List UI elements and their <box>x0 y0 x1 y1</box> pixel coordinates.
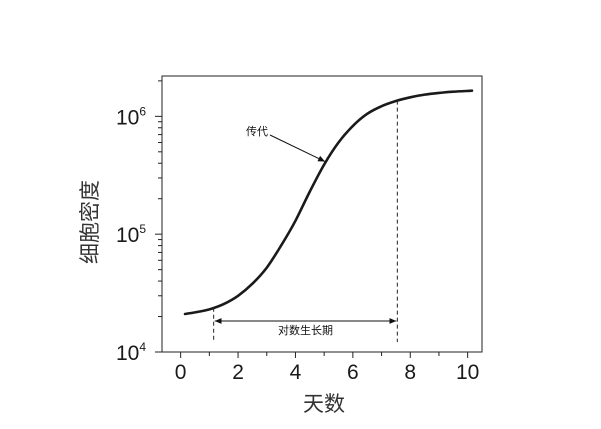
y-axis-tick-labels: 104 105 106 <box>116 104 146 365</box>
x-tick-label: 2 <box>232 361 244 384</box>
plot-frame <box>161 75 483 353</box>
x-tick-label: 0 <box>175 361 187 384</box>
y-tick-label: 106 <box>116 104 146 129</box>
passage-arrow <box>269 134 326 162</box>
growth-curve-line <box>183 89 474 316</box>
y-tick-label: 105 <box>116 222 146 247</box>
y-axis-ticks <box>155 80 162 353</box>
x-axis-title: 天数 <box>303 392 345 416</box>
x-tick-label: 4 <box>290 361 302 384</box>
y-axis-title: 细胞密度 <box>78 180 102 264</box>
log-phase-label: 对数生长期 <box>278 323 333 337</box>
x-tick-label: 8 <box>404 361 416 384</box>
passage-label: 传代 <box>246 125 268 138</box>
x-tick-label: 10 <box>456 361 479 384</box>
y-tick-label: 104 <box>116 340 146 365</box>
x-axis-tick-labels: 0 2 4 6 8 10 <box>175 361 480 384</box>
x-tick-label: 6 <box>347 361 359 384</box>
x-axis-ticks <box>180 352 469 358</box>
